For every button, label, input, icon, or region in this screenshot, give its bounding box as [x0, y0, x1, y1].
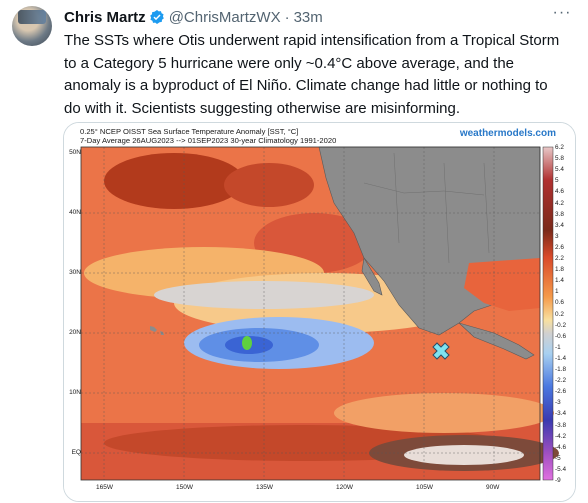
lon-label: 90W: [486, 484, 500, 491]
x-marker-icon: [432, 342, 450, 360]
colorbar-label: -4.2: [555, 432, 567, 440]
colorbar-label: -9: [555, 477, 561, 484]
lat-label: 40N: [69, 209, 81, 216]
separator-dot: ·: [284, 8, 290, 26]
lat-label: 50N: [69, 149, 81, 156]
author-handle[interactable]: @ChrisMartzWX: [168, 8, 281, 26]
lat-label: EQ: [71, 449, 81, 456]
map-title: 0.25° NCEP OISST Sea Surface Temperature…: [80, 127, 337, 145]
colorbar-label: -2.6: [555, 388, 567, 396]
lat-label: 10N: [69, 389, 81, 396]
colorbar-label: -3: [555, 399, 561, 407]
colorbar-label: 1.8: [555, 266, 564, 274]
colorbar-label: -1: [555, 343, 561, 351]
colorbar-label: 1: [555, 288, 559, 296]
colorbar-label: 3.8: [555, 210, 564, 218]
colorbar-label: 0.6: [555, 299, 564, 307]
lon-label: 120W: [336, 484, 353, 491]
timestamp[interactable]: 33m: [293, 8, 323, 26]
colorbar-label: 5.8: [555, 155, 564, 163]
colorbar-label: -2.2: [555, 377, 567, 385]
avatar[interactable]: [12, 6, 52, 46]
sst-anomaly-map: [64, 123, 575, 501]
colorbar-label: 3.4: [555, 221, 564, 229]
more-options-icon[interactable]: ···: [552, 4, 572, 21]
colorbar-label: 1.4: [555, 277, 564, 285]
colorbar-label: -0.2: [555, 321, 567, 329]
colorbar-label: 4.2: [555, 199, 564, 207]
lon-label: 105W: [416, 484, 433, 491]
colorbar-label: -5: [555, 454, 561, 462]
lat-label: 20N: [69, 329, 81, 336]
colorbar-label: 5.4: [555, 166, 564, 174]
lat-label: 30N: [69, 269, 81, 276]
verified-badge-icon: [149, 10, 164, 24]
colorbar-label: -3.8: [555, 421, 567, 429]
lon-label: 135W: [256, 484, 273, 491]
colorbar-label: -1.8: [555, 366, 567, 373]
lon-label: 165W: [96, 484, 113, 491]
tweet-header: Chris Martz @ChrisMartzWX · 33m: [64, 7, 323, 27]
colorbar-label: 0.2: [555, 310, 564, 318]
colorbar-label: 2.2: [555, 255, 564, 262]
map-title-line1: 0.25° NCEP OISST Sea Surface Temperature…: [80, 127, 299, 136]
tweet-text: The SSTs where Otis underwent rapid inte…: [64, 32, 560, 117]
author-name[interactable]: Chris Martz: [64, 8, 146, 26]
map-brand: weathermodels.com: [459, 128, 556, 139]
lon-label: 150W: [176, 484, 193, 491]
colorbar-label: 5: [555, 177, 559, 185]
colorbar-label: 2.6: [555, 243, 564, 251]
colorbar-label: 3: [555, 232, 559, 240]
colorbar-label: -1.4: [555, 354, 567, 362]
colorbar-label: 4.6: [555, 188, 564, 196]
colorbar-label: -0.6: [555, 332, 567, 340]
colorbar-label: -4.6: [555, 443, 567, 451]
colorbar-label: -3.4: [555, 410, 567, 418]
colorbar-label: 6.2: [555, 144, 564, 151]
map-title-line2: 7-Day Average 26AUG2023 --> 01SEP2023 30…: [80, 135, 337, 145]
colorbar-label: -5.4: [555, 465, 567, 473]
tweet-media[interactable]: 0.25° NCEP OISST Sea Surface Temperature…: [63, 122, 576, 502]
